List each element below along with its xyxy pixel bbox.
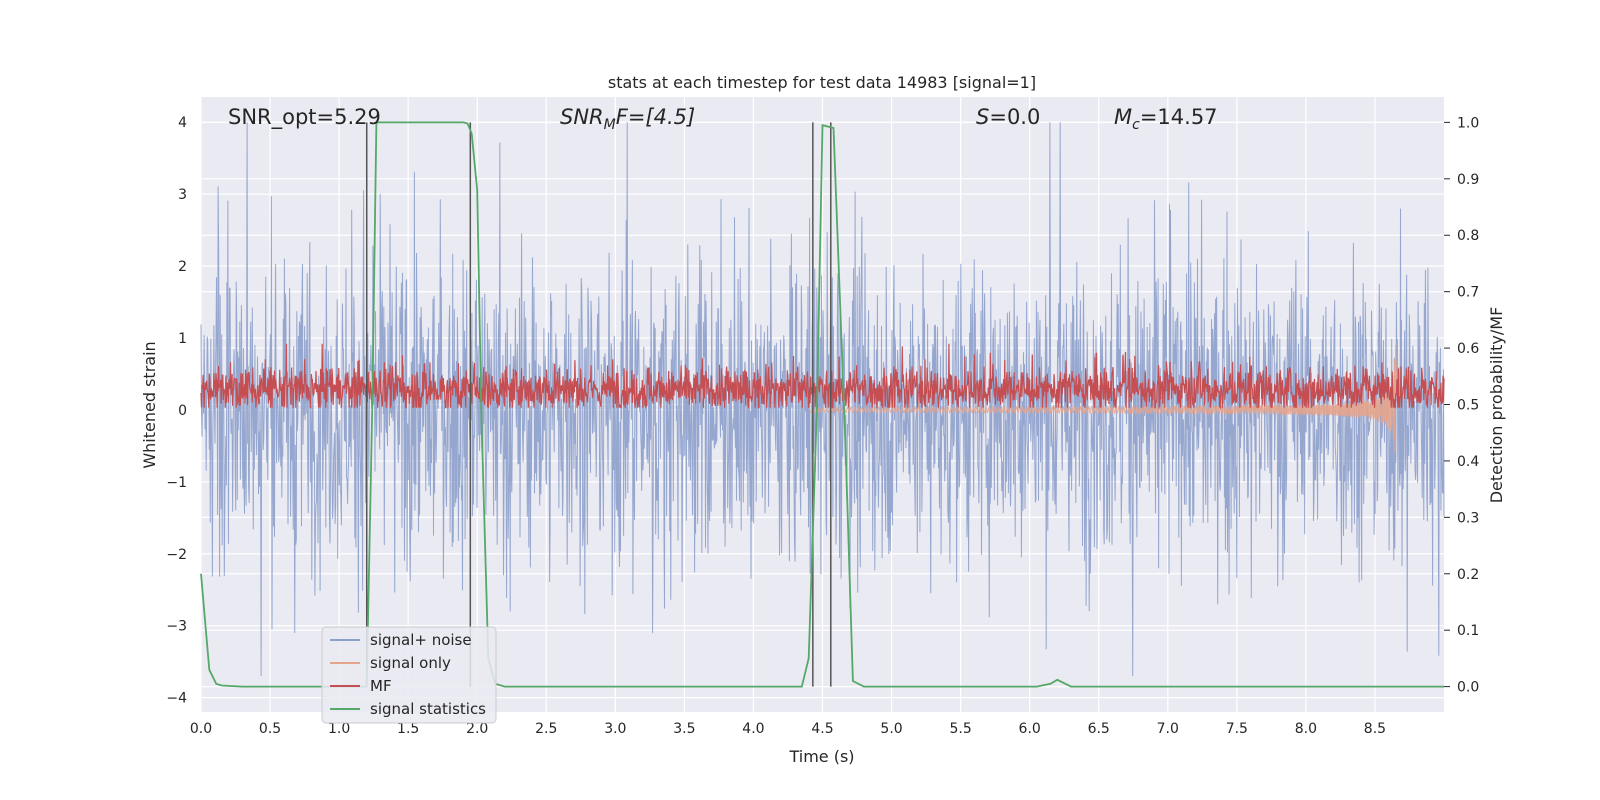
y-axis-label-left: Whitened strain	[140, 341, 159, 468]
signal-only-line	[808, 345, 1401, 454]
legend-label-mf: MF	[370, 677, 392, 695]
x-tick-label: 1.5	[397, 721, 419, 737]
axis-ticks: 0.0 0.5 1.0 1.5 2.0 2.5 3.0 3.5 4.0 4.5 5.0 5.5 6.0 6…	[166, 115, 1479, 737]
legend-label-signal-statistics: signal statistics	[370, 700, 486, 718]
signal-only-series	[808, 345, 1401, 454]
y-tick-label-right: 0.7	[1457, 285, 1479, 301]
x-axis-label: Time (s)	[788, 747, 854, 766]
legend: signal+ noise signal only MF signal stat…	[321, 626, 497, 724]
y-tick-label-left: 0	[178, 403, 187, 419]
y-tick-label-right: 0.1	[1457, 623, 1479, 639]
y-tick-label-right: 0.5	[1457, 398, 1479, 414]
y-tick-label-right: 0.0	[1457, 680, 1479, 696]
y-tick-label-right: 0.2	[1457, 567, 1479, 583]
x-tick-label: 2.5	[535, 721, 557, 737]
y-tick-label-left: −4	[166, 691, 187, 707]
mf-line	[200, 343, 1445, 410]
marker-lines	[365, 122, 832, 687]
y-tick-label-left: −3	[166, 619, 187, 635]
annotation-s: S=0.0	[976, 105, 1040, 129]
x-tick-label: 0.5	[259, 721, 281, 737]
y-tick-label-left: 4	[178, 115, 187, 131]
x-tick-label: 3.0	[604, 721, 626, 737]
x-tick-label: 2.0	[466, 721, 488, 737]
legend-label-signal-only: signal only	[370, 654, 451, 672]
x-tick-label: 5.5	[949, 721, 971, 737]
x-tick-label: 1.0	[328, 721, 350, 737]
x-tick-label: 6.5	[1088, 721, 1110, 737]
y-tick-label-right: 0.3	[1457, 510, 1479, 526]
chart-title: stats at each timestep for test data 149…	[608, 73, 1036, 92]
x-tick-label: 5.0	[880, 721, 902, 737]
y-tick-label-right: 1.0	[1457, 115, 1479, 131]
x-tick-label: 7.5	[1226, 721, 1248, 737]
y-tick-label-left: 3	[178, 187, 187, 203]
y-tick-label-right: 0.8	[1457, 228, 1479, 244]
mf-series	[200, 343, 1445, 410]
y-tick-label-right: 0.6	[1457, 341, 1479, 357]
annotation-mc: Mc=14.57	[1114, 105, 1218, 133]
y-tick-label-right: 0.9	[1457, 172, 1479, 188]
y-tick-label-left: −1	[166, 475, 187, 491]
legend-label-signal-noise: signal+ noise	[370, 631, 472, 649]
x-tick-label: 6.0	[1019, 721, 1041, 737]
annotation-snr-opt: SNR_opt=5.29	[228, 105, 381, 130]
y-tick-label-right: 0.4	[1457, 454, 1479, 470]
y-tick-label-left: 1	[178, 331, 187, 347]
y-tick-label-left: 2	[178, 259, 187, 275]
x-tick-label: 4.0	[742, 721, 764, 737]
x-tick-label: 0.0	[190, 721, 212, 737]
x-tick-label: 8.5	[1364, 721, 1386, 737]
annotation-snr-mf: SNRMF=[4.5]	[560, 105, 695, 133]
x-tick-label: 3.5	[673, 721, 695, 737]
x-tick-label: 7.0	[1157, 721, 1179, 737]
x-tick-label: 4.5	[811, 721, 833, 737]
x-tick-label: 8.0	[1295, 721, 1317, 737]
legend-box	[321, 626, 497, 724]
y-axis-label-right: Detection probability/MF	[1487, 307, 1506, 504]
y-tick-label-left: −2	[166, 547, 187, 563]
